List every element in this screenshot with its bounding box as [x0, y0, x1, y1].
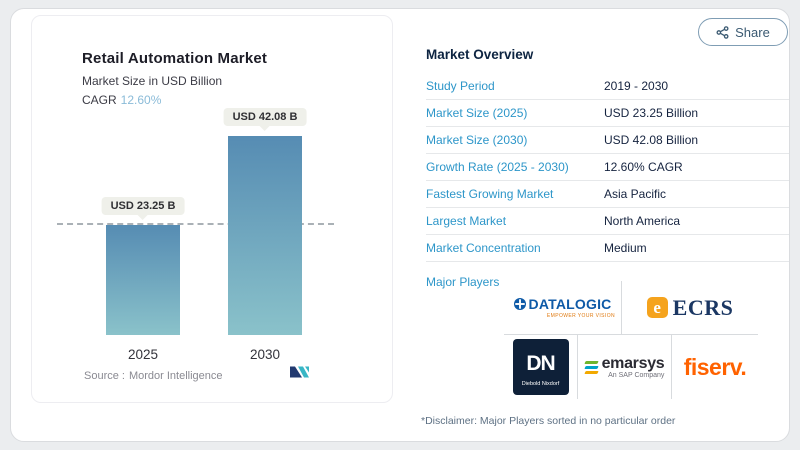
dn-monogram: DN	[526, 352, 555, 375]
row-label: Growth Rate (2025 - 2030)	[426, 160, 569, 174]
diebold-nixdorf-logo: DN Diebold Nixdorf	[504, 335, 578, 399]
row-value: Medium	[604, 241, 647, 255]
x-axis-label: 2030	[249, 347, 281, 362]
bar	[106, 225, 180, 335]
chart-subtitle: Market Size in USD Billion	[82, 74, 223, 88]
cagr-value: 12.60%	[120, 93, 162, 107]
ecrs-logo: e ECRS	[622, 281, 758, 334]
disclaimer-text: *Disclaimer: Major Players sorted in no …	[421, 415, 676, 427]
row-value: USD 23.25 Billion	[604, 106, 699, 120]
overview-row: Market Concentration Medium	[426, 235, 789, 262]
row-label: Market Concentration	[426, 241, 541, 255]
fiserv-wordmark: fiserv.	[683, 353, 747, 380]
emarsys-icon	[583, 359, 599, 376]
bar	[228, 136, 302, 335]
x-axis-label: 2025	[127, 347, 159, 362]
datalogic-wordmark: DATALOGIC	[528, 296, 612, 312]
emarsys-logo: emarsys An SAP Company	[578, 335, 672, 399]
overview-row: Growth Rate (2025 - 2030) 12.60% CAGR	[426, 154, 789, 181]
overview-table: Study Period 2019 - 2030 Market Size (20…	[426, 73, 789, 262]
major-players-logos: DATALOGIC EMPOWER YOUR VISION e ECRS DN …	[504, 281, 758, 399]
source-label: Source :	[84, 370, 125, 382]
row-label: Market Size (2025)	[426, 106, 528, 120]
overview-row: Largest Market North America	[426, 208, 789, 235]
row-value: 12.60% CAGR	[604, 160, 683, 174]
ecrs-wordmark: ECRS	[672, 294, 734, 320]
row-label: Largest Market	[426, 214, 507, 228]
overview-row: Market Size (2030) USD 42.08 Billion	[426, 127, 789, 154]
report-card: Retail Automation Market Market Size in …	[10, 8, 790, 442]
overview-row: Fastest Growing Market Asia Pacific	[426, 181, 789, 208]
bar-value-pill: USD 42.08 B	[223, 108, 307, 126]
row-value: USD 42.08 Billion	[604, 133, 699, 147]
row-label: Study Period	[426, 79, 495, 93]
source-name: Mordor Intelligence	[128, 370, 223, 382]
row-label: Market Size (2030)	[426, 133, 528, 147]
dn-wordmark: Diebold Nixdorf	[521, 381, 560, 387]
mordor-intelligence-logo	[289, 364, 310, 385]
bar-chart: USD 23.25 B 2025 USD 42.08 B 2030	[52, 108, 374, 362]
overview-row: Study Period 2019 - 2030	[426, 73, 789, 100]
datalogic-logo: DATALOGIC EMPOWER YOUR VISION	[504, 281, 622, 334]
row-value: Asia Pacific	[604, 187, 667, 201]
fiserv-logo: fiserv.	[672, 335, 758, 399]
share-button[interactable]: Share	[698, 18, 788, 46]
ecrs-icon: e	[646, 297, 668, 318]
share-button-label: Share	[735, 24, 770, 40]
overview-row: Market Size (2025) USD 23.25 Billion	[426, 100, 789, 127]
emarsys-tagline: An SAP Company	[608, 372, 665, 380]
reference-line	[57, 223, 334, 225]
row-value: 2019 - 2030	[604, 79, 669, 93]
cagr-label: CAGR	[82, 93, 117, 107]
bar-value-pill: USD 23.25 B	[101, 197, 185, 215]
source-attribution: Source : Mordor Intelligence	[84, 370, 223, 382]
diebold-nixdorf-box: DN Diebold Nixdorf	[512, 339, 569, 395]
chart-panel: Retail Automation Market Market Size in …	[31, 15, 393, 403]
overview-heading: Market Overview	[426, 47, 534, 62]
row-label: Fastest Growing Market	[426, 187, 554, 201]
major-players-label: Major Players	[426, 275, 500, 289]
datalogic-tagline: EMPOWER YOUR VISION	[546, 313, 615, 319]
emarsys-wordmark: emarsys	[601, 354, 665, 372]
datalogic-icon	[513, 298, 526, 310]
row-value: North America	[604, 214, 681, 228]
share-icon	[716, 25, 729, 39]
cagr-line: CAGR 12.60%	[82, 93, 161, 107]
chart-title: Retail Automation Market	[82, 50, 268, 67]
